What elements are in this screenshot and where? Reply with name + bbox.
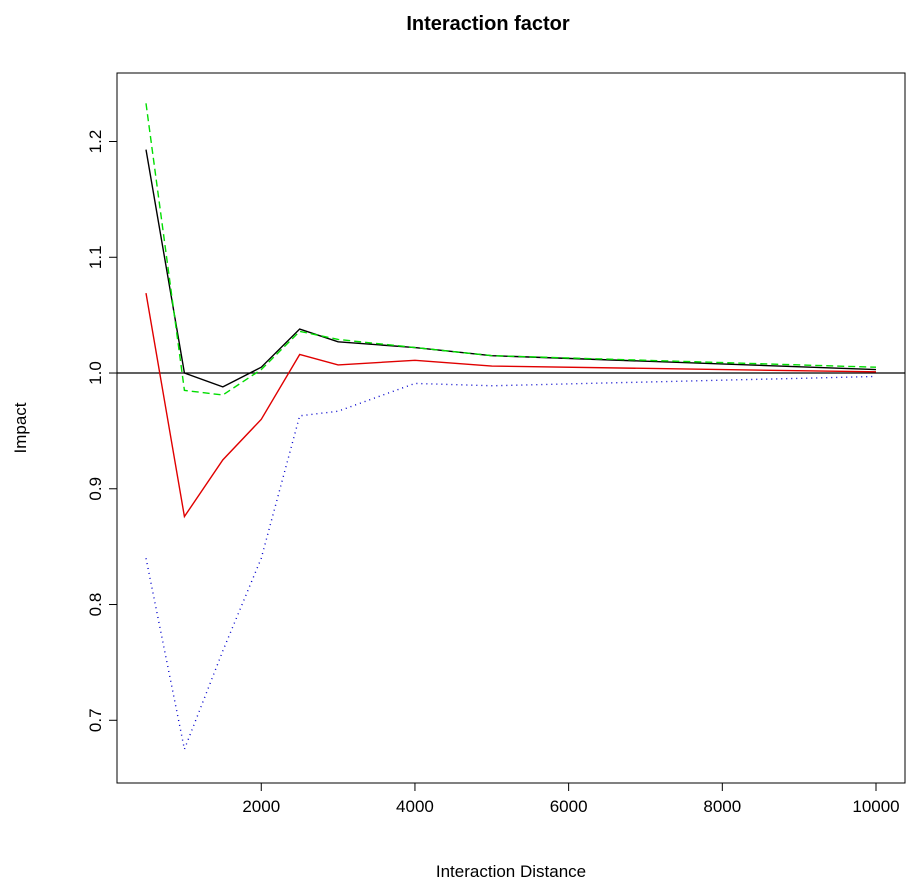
- plot-area-frame: [116, 72, 906, 784]
- x-tick-label: 2000: [242, 797, 280, 816]
- series-layer: [145, 103, 877, 752]
- x-tick-label: 4000: [396, 797, 434, 816]
- chart-title: Interaction factor: [406, 13, 570, 35]
- y-tick-label: 0.9: [86, 477, 105, 501]
- y-tick-label: 0.8: [86, 593, 105, 617]
- y-tick-label: 1.2: [86, 130, 105, 154]
- series-line-1: [145, 149, 877, 388]
- x-axis-label: Interaction Distance: [436, 862, 586, 881]
- y-tick-label: 1.1: [86, 245, 105, 269]
- y-axis: 0.7 0.8 0.9 1.0 1.1 1.2: [86, 130, 118, 732]
- x-tick-label: 10000: [852, 797, 899, 816]
- x-tick-label: 8000: [703, 797, 741, 816]
- y-axis-label: Impact: [11, 402, 30, 453]
- series-line-4: [145, 375, 877, 752]
- series-line-3: [145, 293, 877, 519]
- y-tick-label: 1.0: [86, 361, 105, 385]
- series-line-2: [145, 103, 877, 396]
- x-tick-label: 6000: [550, 797, 588, 816]
- y-tick-label: 0.7: [86, 708, 105, 732]
- x-axis: 2000 4000 6000 8000 10000: [242, 782, 900, 816]
